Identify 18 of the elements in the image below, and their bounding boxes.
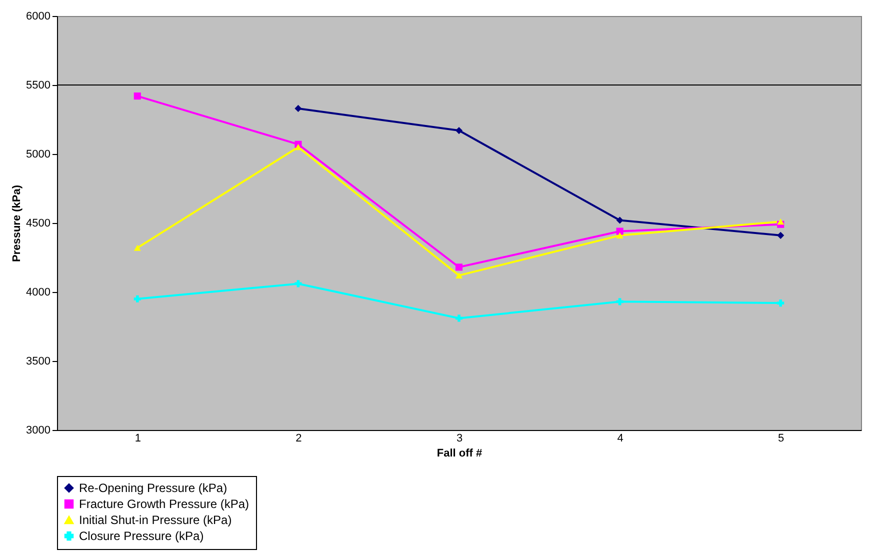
- x-tick-label: 1: [134, 432, 141, 444]
- y-tick-label: 3500: [26, 356, 50, 368]
- x-tick-label: 4: [617, 432, 624, 444]
- y-tick-label: 4000: [26, 286, 50, 298]
- legend-label: Fracture Growth Pressure (kPa): [79, 497, 250, 511]
- y-tick-label: 5500: [26, 80, 50, 92]
- x-tick-label: 5: [778, 432, 784, 444]
- y-tick-label: 6000: [26, 10, 50, 22]
- x-tick-label: 3: [456, 432, 463, 444]
- y-tick-label: 4500: [26, 218, 50, 230]
- y-tick-label: 5000: [26, 148, 50, 160]
- legend-label: Initial Shut-in Pressure (kPa): [79, 513, 232, 527]
- y-tick-label: 3000: [26, 424, 50, 436]
- x-axis-title: Fall off #: [436, 448, 482, 460]
- y-axis-title: Pressure (kPa): [11, 184, 24, 262]
- legend-label: Closure Pressure (kPa): [79, 529, 204, 543]
- legend-label: Re-Opening Pressure (kPa): [79, 481, 228, 495]
- x-tick-label: 2: [296, 432, 302, 444]
